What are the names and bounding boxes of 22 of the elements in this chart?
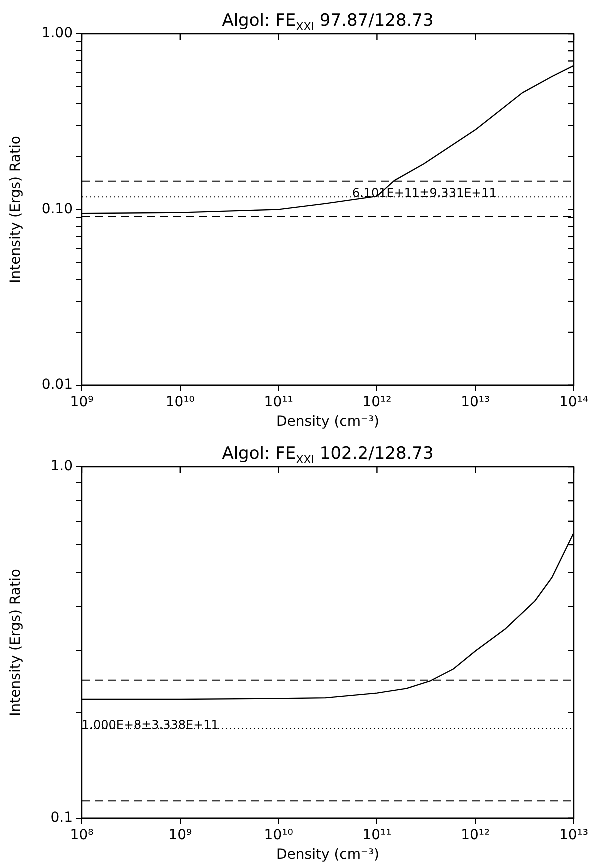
x-tick-label: 10¹¹ <box>264 394 294 410</box>
x-tick-label: 10¹² <box>362 394 392 410</box>
y-tick-label: 1.0 <box>50 458 73 475</box>
y-tick-label: 0.1 <box>50 810 73 826</box>
x-tick-label: 10¹⁰ <box>264 827 294 844</box>
y-tick-label: 0.10 <box>42 201 73 218</box>
x-tick-label: 10¹⁴ <box>559 394 589 410</box>
x-axis-title: Density (cm⁻³) <box>276 847 380 864</box>
x-tick-label: 10¹⁰ <box>166 394 196 410</box>
annotation: 1.000E+8±3.338E+11 <box>82 718 219 732</box>
x-tick-label: 10¹² <box>461 827 490 844</box>
y-axis-title: Intensity (Ergs) Ratio <box>8 136 24 284</box>
y-tick-label: 0.01 <box>42 377 73 394</box>
y-axis-title: Intensity (Ergs) Ratio <box>8 569 24 716</box>
x-tick-label: 10¹³ <box>461 394 490 410</box>
x-axis-title: Density (cm⁻³) <box>276 414 380 430</box>
x-tick-label: 10⁹ <box>168 827 192 844</box>
y-tick-label: 1.00 <box>42 26 73 42</box>
x-tick-label: 10⁹ <box>70 394 94 410</box>
x-tick-label: 10¹³ <box>559 827 589 844</box>
x-tick-label: 10⁸ <box>70 827 94 844</box>
x-tick-label: 10¹¹ <box>362 827 392 844</box>
